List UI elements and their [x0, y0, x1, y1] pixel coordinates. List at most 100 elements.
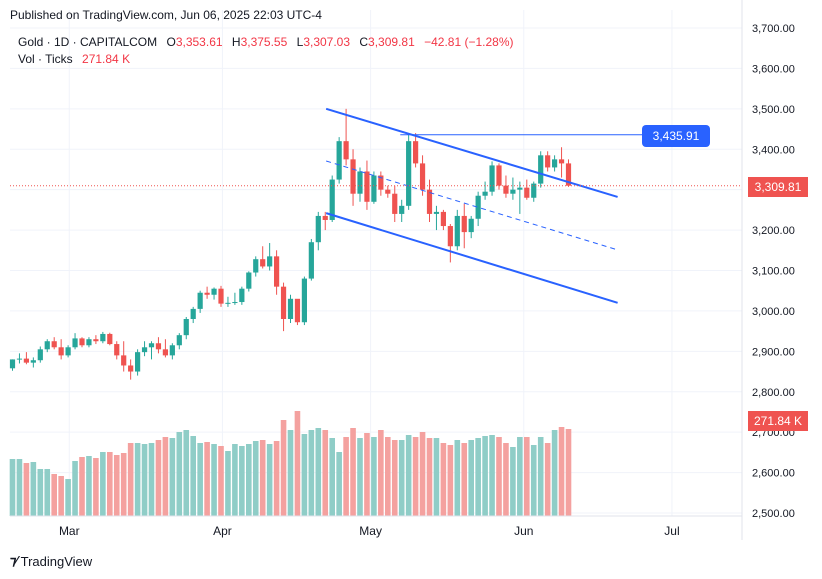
- volume-bar: [252, 441, 259, 516]
- volume-bar: [454, 440, 461, 516]
- volume-bar: [65, 479, 71, 516]
- candle-body: [239, 288, 245, 303]
- price-tick-label: 3,000.00: [752, 306, 795, 318]
- volume-bar: [232, 444, 238, 516]
- volume-bar: [405, 435, 412, 516]
- candle-body: [531, 183, 537, 198]
- candle-body: [461, 215, 467, 233]
- volume-bar: [100, 452, 106, 516]
- low-value: 3,307.03: [303, 35, 351, 49]
- volume-bar: [113, 455, 120, 516]
- volume-bar: [134, 443, 141, 516]
- volume-bar: [419, 432, 426, 516]
- volume-bar: [517, 437, 523, 516]
- volume-bar: [315, 428, 322, 516]
- candle-body: [23, 358, 29, 363]
- candle-body: [343, 141, 349, 160]
- candle-body: [329, 179, 335, 220]
- tradingview-footer[interactable]: ⁊⁄ TradingView: [10, 553, 92, 569]
- price-tick-label: 2,600.00: [752, 468, 795, 480]
- candle-body: [246, 272, 252, 289]
- candle-body: [155, 343, 162, 350]
- candle-body: [253, 259, 259, 273]
- brand-label: TradingView: [20, 553, 93, 569]
- close-key: C: [359, 35, 369, 49]
- candle-body: [128, 365, 134, 372]
- candle-body: [280, 286, 287, 319]
- price-axis[interactable]: 3,700.003,600.003,500.003,400.003,300.00…: [752, 23, 795, 520]
- candle-body: [30, 360, 36, 363]
- volume-bar: [558, 427, 565, 516]
- volume-bar: [461, 443, 468, 516]
- volume-tag: 271.84 K: [748, 411, 808, 431]
- volume-bar: [308, 430, 315, 516]
- candle-body: [315, 215, 321, 243]
- volume-bar: [280, 420, 287, 516]
- candle-body: [558, 159, 565, 164]
- candle-body: [162, 349, 168, 356]
- candle-body: [204, 292, 210, 295]
- volume-bar: [44, 469, 51, 516]
- volume-bar: [127, 443, 134, 516]
- volume-bar: [371, 437, 377, 516]
- volume-bar: [169, 438, 176, 516]
- candle-body: [364, 171, 370, 202]
- candle-body: [114, 344, 120, 356]
- volume-bar: [524, 437, 530, 516]
- candle-body: [16, 358, 23, 360]
- candle-body: [301, 278, 307, 323]
- candle-body: [51, 341, 57, 348]
- volume-bar: [259, 440, 266, 516]
- volume-bar: [120, 453, 127, 516]
- candle-body: [468, 218, 474, 233]
- candle-body: [169, 345, 175, 356]
- volume-key[interactable]: Vol · Ticks: [18, 52, 73, 66]
- volume-bar: [530, 445, 537, 516]
- volume-bar: [30, 462, 37, 516]
- channel-mid: [326, 160, 618, 251]
- volume-bar: [336, 452, 342, 516]
- candle-body: [211, 288, 217, 295]
- candle-body: [524, 187, 530, 198]
- volume-bar: [266, 444, 273, 516]
- candle-body: [267, 256, 273, 267]
- low-key: L: [296, 35, 304, 49]
- volume-bar: [433, 438, 440, 516]
- volume-bar: [482, 436, 488, 516]
- volume-bar: [148, 443, 155, 516]
- price-tick-label: 3,400.00: [752, 144, 795, 156]
- close-value: 3,309.81: [368, 35, 415, 49]
- volume-bar: [440, 443, 447, 516]
- volume-bar: [364, 433, 370, 516]
- candle-body: [232, 302, 238, 304]
- candle-body: [433, 211, 440, 214]
- volume-label: 271.84 K: [754, 414, 802, 428]
- resistance-price-tag[interactable]: 3,435.91: [642, 125, 710, 147]
- candle-body: [107, 333, 113, 345]
- high-key: H: [231, 35, 241, 49]
- volume-bar: [225, 451, 231, 516]
- volume-bar: [468, 440, 474, 516]
- candle-body: [9, 359, 16, 369]
- channel-top: [325, 107, 618, 198]
- symbol-label[interactable]: Gold · 1D · CAPITALCOM: [18, 35, 158, 49]
- candle-body: [503, 185, 509, 194]
- time-axis[interactable]: Mar Apr May Jun Jul: [59, 524, 680, 538]
- trend-lines[interactable]: [325, 107, 643, 304]
- candle-body: [72, 338, 78, 348]
- volume-bar: [190, 436, 196, 516]
- candle-body: [510, 189, 516, 194]
- volume-bar: [162, 437, 169, 516]
- volume-bar: [551, 430, 558, 516]
- volume-bar: [322, 430, 329, 516]
- volume-bar: [378, 430, 384, 516]
- candle-body: [218, 288, 224, 304]
- volume-bar: [329, 438, 335, 516]
- price-tick-label: 2,900.00: [752, 346, 795, 358]
- candle-body: [496, 165, 502, 186]
- candle-body: [378, 175, 384, 190]
- price-tick-label: 3,700.00: [752, 23, 795, 35]
- candle-body: [371, 175, 377, 202]
- volume-bar: [107, 452, 113, 516]
